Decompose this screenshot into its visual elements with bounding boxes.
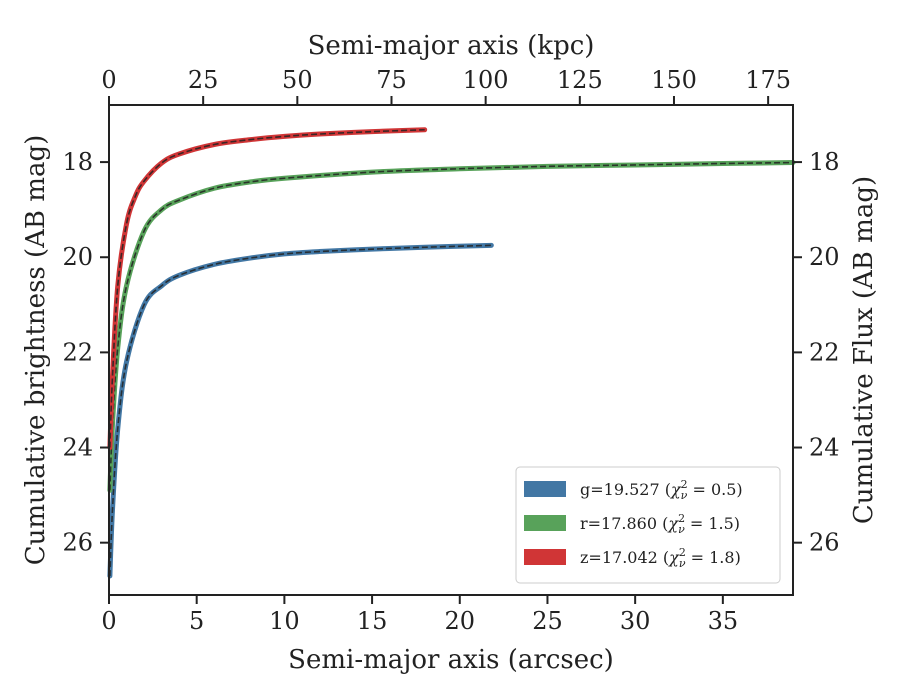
top-x-tick-label: 25 xyxy=(188,66,219,94)
legend: g=19.527 (χ2 ν = 0.5) r=17.860 (χ2 ν = 1.5)… xyxy=(515,466,781,584)
y-tick-label: 26 xyxy=(62,529,93,557)
x-tick-label: 5 xyxy=(189,607,204,635)
x-tick-label: 30 xyxy=(620,607,651,635)
series-curves xyxy=(107,127,796,579)
legend-label-z: z=17.042 (χ2 ν = 1.8) xyxy=(580,546,741,570)
legend-label-g: g=19.527 (χ2 ν = 0.5) xyxy=(580,478,743,502)
top-x-tick-label: 50 xyxy=(282,66,313,94)
top-x-tick-label: 100 xyxy=(463,66,509,94)
x-tick-label: 10 xyxy=(269,607,300,635)
y-tick-label: 18 xyxy=(62,148,93,176)
legend-swatch-z xyxy=(524,549,566,565)
right-y-tick-label: 20 xyxy=(809,243,840,271)
axis-ticks: 0 5 10 15 20 25 30 35 0 25 50 75 100 125 150 175 18 18 20 2… xyxy=(62,66,839,635)
top-x-tick-label: 75 xyxy=(376,66,407,94)
axes-frame xyxy=(108,104,794,596)
x-tick-label: 15 xyxy=(357,607,388,635)
x-tick-label: 25 xyxy=(532,607,563,635)
right-y-tick-label: 26 xyxy=(809,529,840,557)
right-y-tick-label: 24 xyxy=(809,434,840,462)
legend-swatch-g xyxy=(524,481,566,497)
right-y-axis-label: Cumulative Flux (AB mag) xyxy=(849,176,879,524)
right-y-tick-label: 22 xyxy=(809,338,840,366)
model-line-g xyxy=(109,244,492,577)
right-y-tick-label: 18 xyxy=(809,148,840,176)
y-tick-label: 20 xyxy=(62,243,93,271)
x-axis-label: Semi-major axis (arcsec) xyxy=(288,645,614,675)
legend-label-r: r=17.860 (χ2 ν = 1.5) xyxy=(580,512,740,536)
legend-swatch-r xyxy=(524,515,566,531)
top-x-axis-label: Semi-major axis (kpc) xyxy=(308,31,595,61)
y-tick-label: 22 xyxy=(62,338,93,366)
y-axis-label: Cumulative brightness (AB mag) xyxy=(21,135,51,566)
model-line-r xyxy=(109,161,794,491)
x-tick-label: 35 xyxy=(708,607,739,635)
top-x-tick-label: 150 xyxy=(651,66,697,94)
top-x-tick-label: 175 xyxy=(745,66,791,94)
legend-box xyxy=(515,466,781,584)
y-tick-label: 24 xyxy=(62,434,93,462)
top-x-tick-label: 125 xyxy=(557,66,603,94)
model-line-z xyxy=(109,128,425,448)
x-tick-label: 20 xyxy=(444,607,475,635)
x-tick-label: 0 xyxy=(101,607,116,635)
top-x-tick-label: 0 xyxy=(101,66,116,94)
